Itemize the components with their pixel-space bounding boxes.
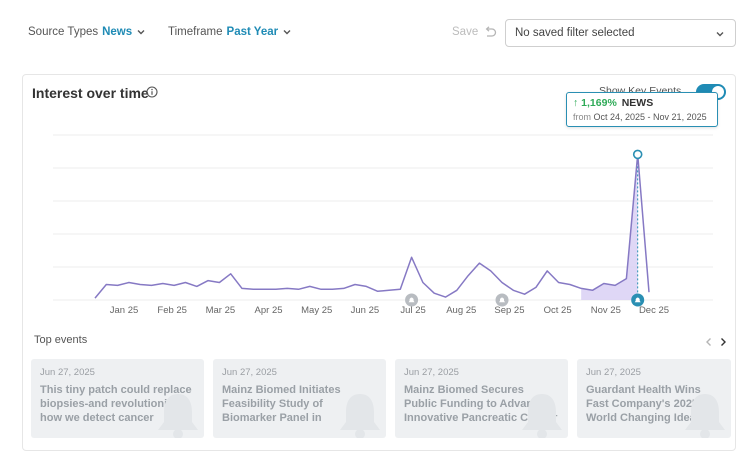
tooltip-source: NEWS [621,97,654,109]
x-tick-label: Nov 25 [591,305,621,316]
x-tick-label: Jun 25 [351,305,380,316]
highlight-area [581,154,638,300]
chevron-down-icon [137,30,145,35]
event-date: Jun 27, 2025 [40,367,95,378]
x-tick-label: Jan 25 [110,305,139,316]
timeframe-value: Past Year [226,26,279,38]
interest-line-chart: Jan 25 Feb 25 Mar 25 Apr 25 May 25 Jun 25 Jul … [53,134,713,316]
source-types-value: News [102,26,133,38]
bell-icon [499,297,506,303]
source-types-filter[interactable]: Source Types News [28,26,146,38]
bell-watermark-icon [522,394,562,438]
bell-watermark-icon [158,394,198,438]
bell-icon [408,297,415,303]
event-headline: Mainz Biomed Initiates Feasibility Study… [222,384,341,424]
tooltip-range: Oct 24, 2025 - Nov 21, 2025 [593,112,707,122]
filter-bar: Source Types News Timeframe Past Year Sa… [0,0,746,66]
x-tick-label: Mar 25 [206,305,236,316]
timeframe-label: Timeframe [168,26,223,38]
event-card[interactable]: Jun 27, 2025 Mainz Biomed Initiates Feas… [213,359,386,438]
x-tick-label: Sep 25 [494,305,524,316]
undo-icon[interactable] [483,25,497,39]
chevron-down-icon [283,30,291,35]
interest-over-time-card: Interest over time Show Key Events Jan 2… [22,74,736,451]
chevron-down-icon [716,32,724,37]
event-card[interactable]: Jun 27, 2025 Mainz Biomed Secures Public… [395,359,568,438]
event-card[interactable]: Jun 27, 2025 This tiny patch could repla… [31,359,204,438]
saved-filter-select[interactable]: No saved filter selected [505,19,736,47]
bell-watermark-icon [340,394,380,438]
x-tick-label: May 25 [301,305,332,316]
chevron-left-icon[interactable] [704,336,714,348]
x-tick-label: Feb 25 [157,305,187,316]
x-tick-label: Jul 25 [400,305,425,316]
bell-icon [634,297,641,303]
chart-tooltip: ↑ 1,169% NEWS from Oct 24, 2025 - Nov 21… [566,92,718,127]
x-tick-label: Aug 25 [446,305,476,316]
interest-series-line [94,153,650,299]
x-tick-label: Oct 25 [544,305,572,316]
event-headline: Guardant Health Wins Fast Company's 2025… [586,384,702,424]
peak-point [632,149,643,160]
event-date: Jun 27, 2025 [404,367,459,378]
event-headline: Mainz Biomed Secures Public Funding to A… [404,384,557,424]
chevron-right-icon[interactable] [718,336,728,348]
x-tick-label: Apr 25 [255,305,283,316]
timeframe-filter[interactable]: Timeframe Past Year [168,26,292,38]
saved-filter-value: No saved filter selected [515,27,635,39]
info-icon[interactable] [146,86,158,98]
save-button[interactable]: Save [452,26,479,38]
tooltip-percent-value: 1,169% [581,97,617,109]
event-headline: This tiny patch could replace biopsies-a… [40,384,192,424]
event-date: Jun 27, 2025 [222,367,277,378]
card-title: Interest over time [32,85,149,101]
tooltip-from-label: from [573,112,591,122]
x-tick-label: Dec 25 [639,305,669,316]
event-card[interactable]: Jun 27, 2025 Guardant Health Wins Fast C… [577,359,731,438]
top-events-title: Top events [34,334,88,346]
event-date: Jun 27, 2025 [586,367,641,378]
bell-watermark-icon [685,394,725,438]
source-types-label: Source Types [28,26,99,38]
tooltip-percent: ↑ 1,169% [573,97,617,109]
